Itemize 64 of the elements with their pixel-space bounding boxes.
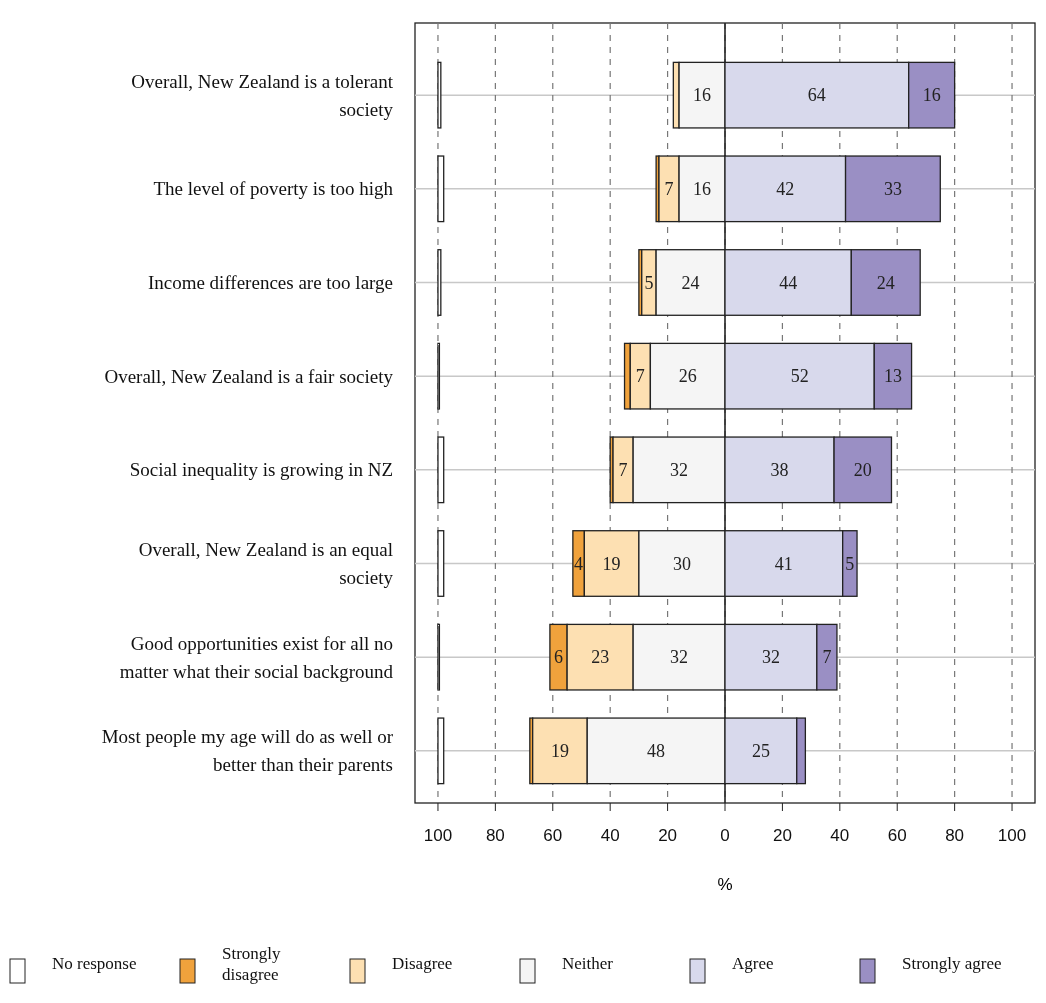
data-label: 32: [761, 647, 780, 668]
bar: [437, 155, 445, 223]
data-label: 30: [672, 553, 691, 574]
data-label: 42: [776, 179, 795, 200]
legend-label: Agree: [732, 953, 774, 973]
data-label: 25: [751, 741, 770, 762]
data-label: 7: [635, 366, 645, 387]
legend-label: Neither: [562, 953, 614, 973]
bar: [437, 436, 445, 504]
y-tick-label: Good opportunities exist for all no matter what their social background: [119, 632, 394, 682]
legend-label: Strongly disagree: [222, 943, 282, 984]
data-label: 7: [822, 647, 832, 668]
data-label: 44: [779, 272, 798, 293]
x-tick-label: 20: [772, 826, 792, 845]
x-tick-label: 20: [658, 826, 678, 845]
data-label: 23: [591, 647, 610, 668]
data-label: 6: [554, 647, 564, 668]
data-label: 4: [574, 553, 584, 574]
data-label: 26: [678, 366, 697, 387]
data-label: 16: [693, 85, 712, 106]
data-label: 16: [922, 85, 941, 106]
data-label: 20: [853, 460, 872, 481]
x-tick-label: 40: [830, 826, 850, 845]
legend-label: Strongly agree: [902, 953, 1002, 973]
x-tick-label: 100: [997, 826, 1027, 845]
y-tick-label: Overall, New Zealand is an equal society: [138, 539, 394, 589]
data-label: 52: [790, 366, 809, 387]
y-tick-label: Income differences are too large: [147, 272, 393, 294]
data-label: 48: [647, 741, 666, 762]
data-label: 32: [670, 460, 689, 481]
data-label: 64: [807, 85, 826, 106]
data-label: 38: [770, 460, 789, 481]
y-tick-label: Overall, New Zealand is a tolerant society: [131, 70, 394, 120]
data-label: 24: [876, 272, 895, 293]
data-label: 19: [602, 553, 621, 574]
y-tick-label: Most people my age will do as well or better than their parents: [101, 726, 394, 776]
x-tick-label: 0: [720, 826, 730, 845]
y-tick-label: The level of poverty is too high: [153, 178, 394, 200]
x-tick-label: 40: [600, 826, 620, 845]
data-label: 33: [883, 179, 902, 200]
y-tick-label: Social inequality is growing in NZ: [129, 459, 393, 481]
legend-label: Disagree: [392, 953, 453, 973]
data-label: 16: [693, 179, 712, 200]
x-tick-label: 60: [543, 826, 563, 845]
bar: [437, 530, 445, 597]
data-label: 5: [845, 553, 855, 574]
legend-label: No response: [52, 953, 137, 973]
x-tick-label: 60: [887, 826, 907, 845]
data-label: 32: [670, 647, 689, 668]
y-tick-label: Overall, New Zealand is a fair society: [104, 365, 394, 387]
data-label: 5: [644, 272, 654, 293]
x-tick-label: 100: [423, 826, 453, 845]
x-tick-label: 80: [945, 826, 965, 845]
data-label: 13: [883, 366, 902, 387]
bar: [437, 717, 445, 785]
bar: [437, 249, 442, 316]
data-label: 19: [550, 741, 569, 762]
data-label: 41: [774, 553, 793, 574]
x-axis-title: %: [717, 875, 733, 894]
data-label: 7: [664, 179, 674, 200]
data-label: 24: [681, 272, 700, 293]
x-tick-label: 80: [485, 826, 505, 845]
data-label: 7: [618, 460, 628, 481]
bar: [437, 61, 442, 129]
